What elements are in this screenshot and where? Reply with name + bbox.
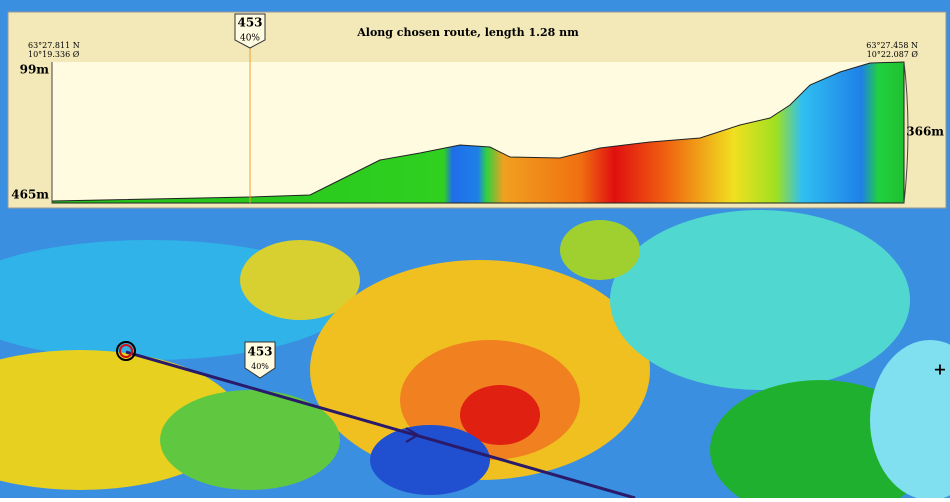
start-lon: 10°19.336 Ø — [28, 50, 80, 59]
cursor-box — [234, 13, 266, 49]
terrain — [0, 210, 950, 502]
crosshair: + — [933, 360, 946, 379]
terrain-patch — [560, 220, 640, 280]
cursor-percent: 40% — [240, 34, 260, 44]
end-lon: 10°22.087 Ø — [867, 50, 919, 59]
top-label: 99m — [20, 63, 50, 77]
route-start-inner — [119, 344, 133, 358]
route-line — [125, 350, 636, 500]
start-lat: 63°27.811 N — [28, 41, 80, 50]
terrain-patch — [610, 210, 910, 390]
bottom-label: 465m — [11, 188, 49, 202]
terrain-patch — [240, 240, 360, 320]
terrain-patch — [460, 385, 540, 445]
map-marker-box — [244, 341, 276, 379]
terrain-patch — [160, 390, 340, 490]
map-marker-value: 453 — [247, 345, 272, 359]
profile-end-bracket — [903, 61, 909, 204]
map-marker-percent: 40% — [251, 362, 269, 371]
profile-title: Along chosen route, length 1.28 nm — [356, 26, 579, 39]
route-start[interactable] — [116, 341, 136, 361]
route-arrow — [405, 427, 420, 443]
terrain-patch — [870, 340, 950, 500]
elevation-profile — [51, 61, 905, 204]
terrain-patch — [370, 425, 490, 495]
cursor-value: 453 — [237, 16, 262, 30]
end-label: 366m — [906, 125, 944, 139]
end-lat: 63°27.458 N — [866, 41, 918, 50]
